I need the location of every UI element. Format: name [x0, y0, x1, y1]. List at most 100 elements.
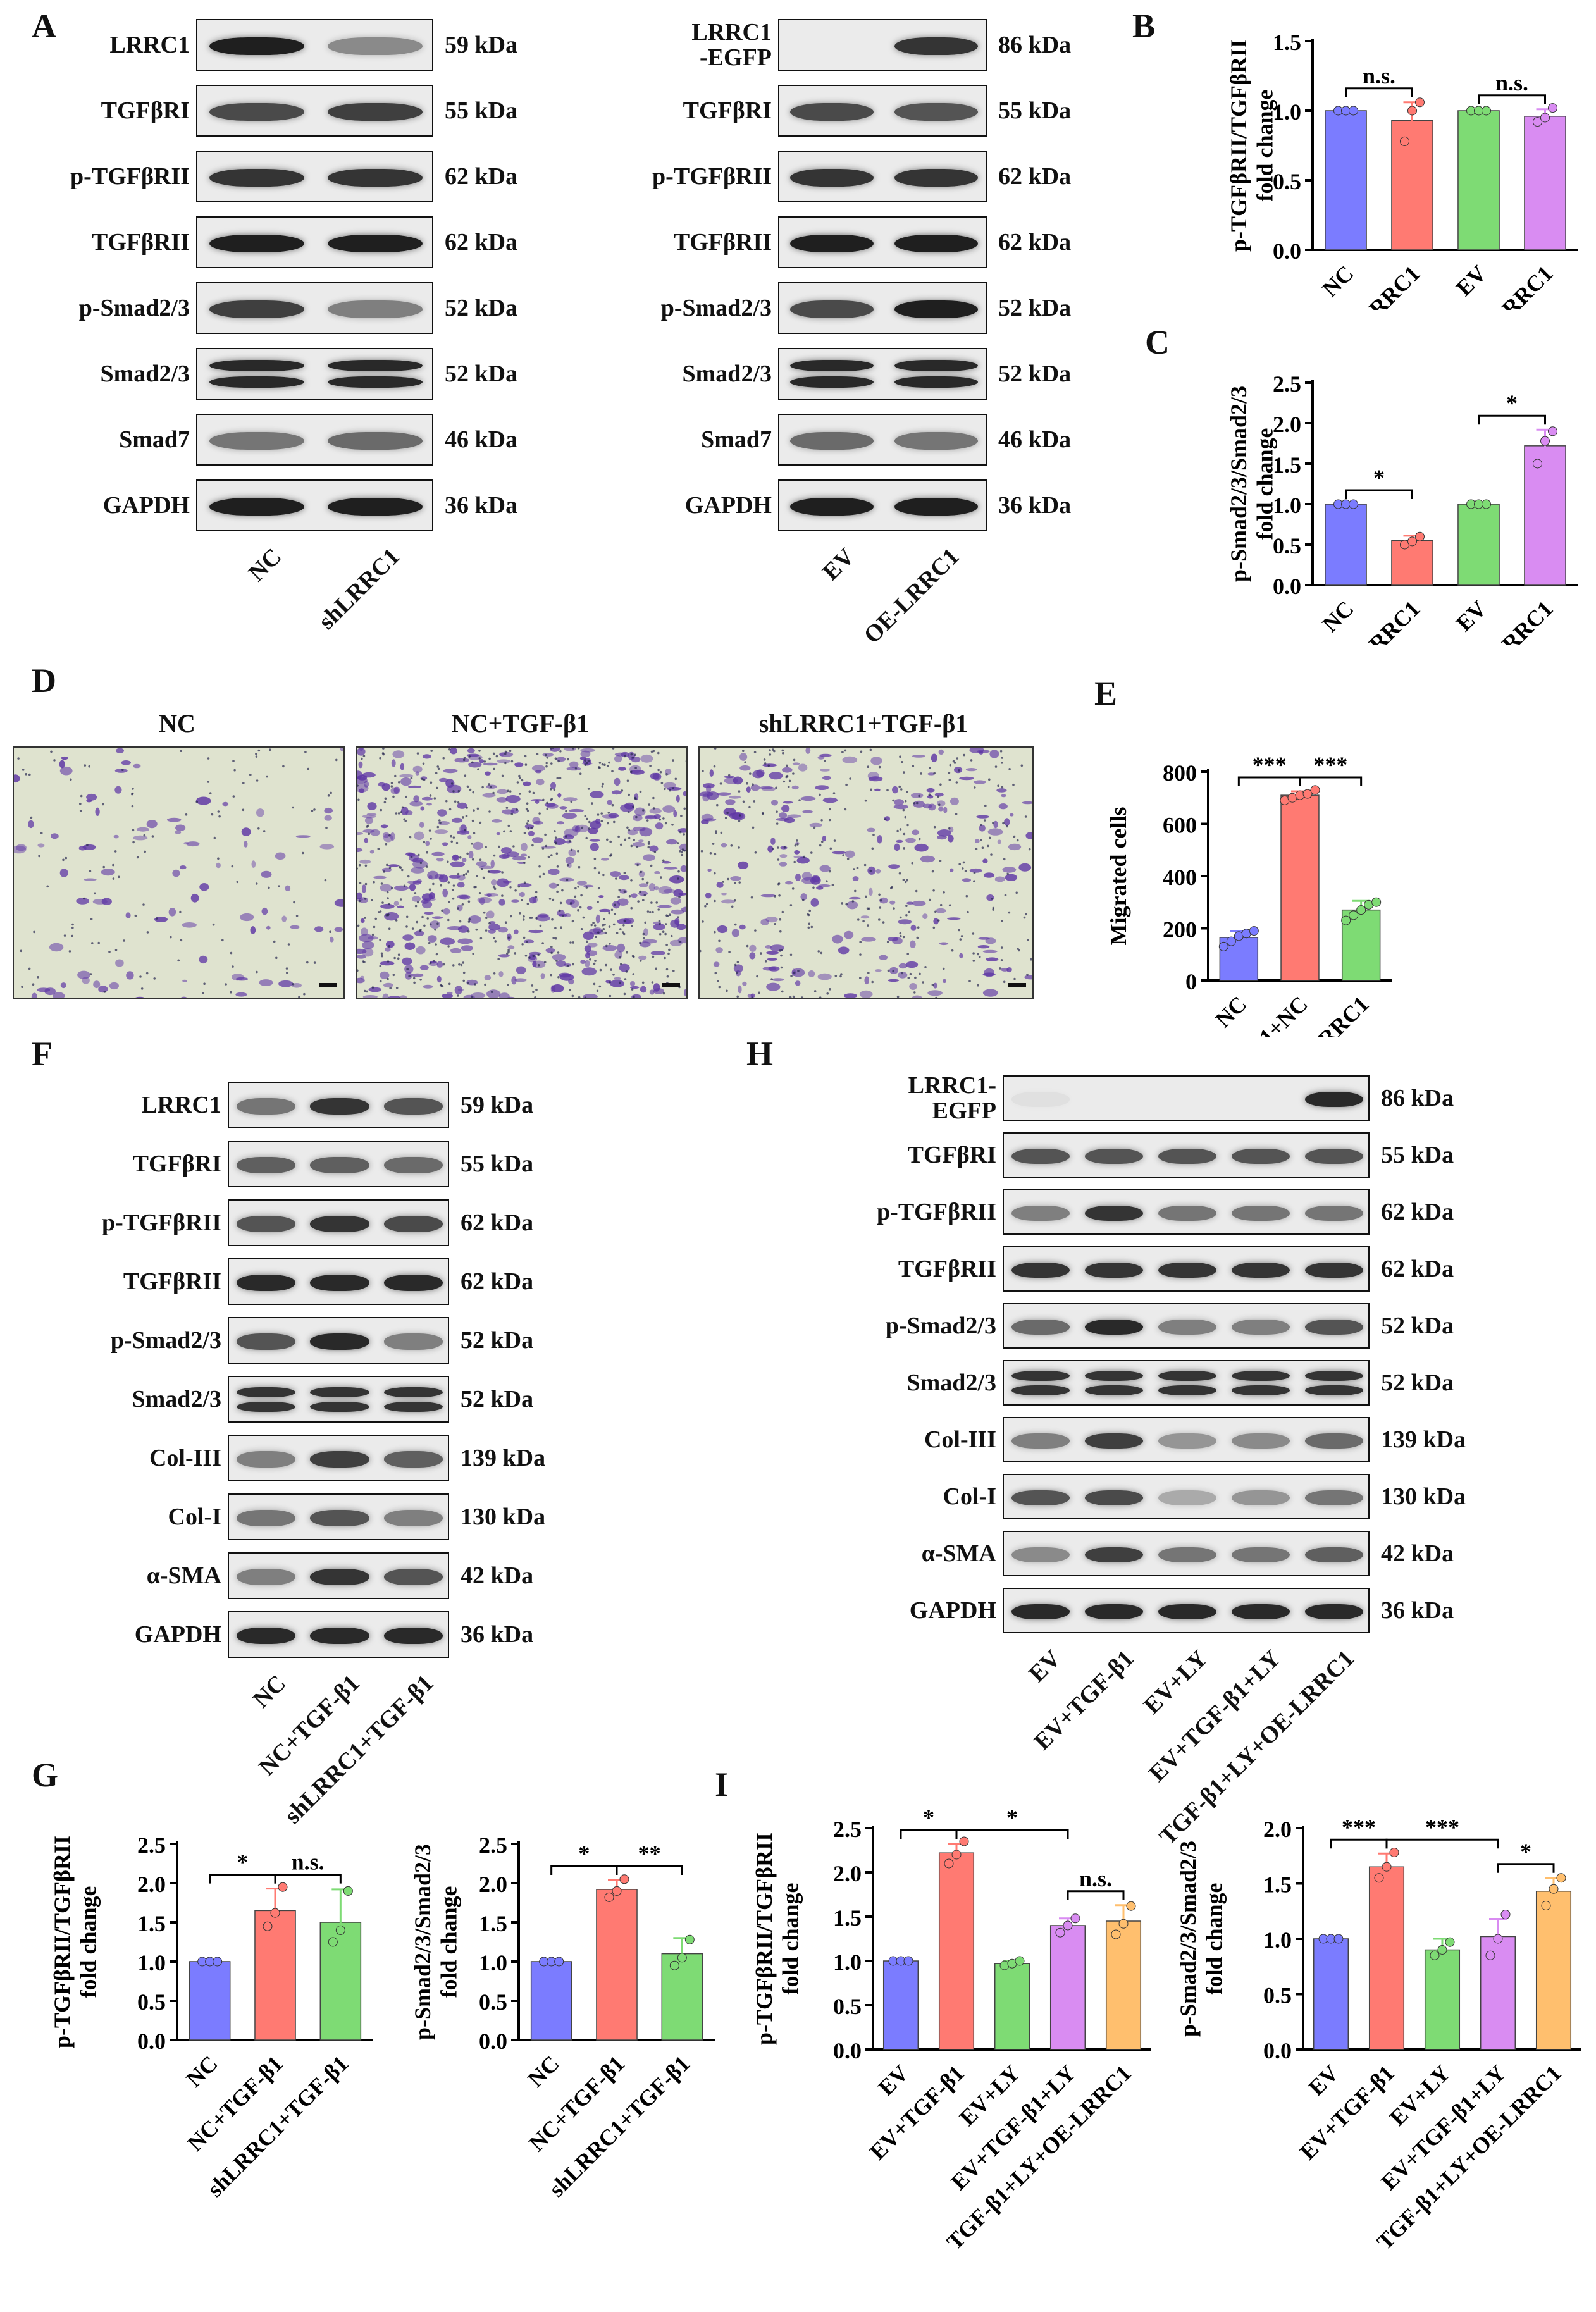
blot-band [384, 1275, 443, 1291]
migrated-cell [567, 863, 572, 868]
migrated-cell [385, 941, 395, 948]
membrane-pore [532, 955, 535, 958]
significance-bracket [1067, 1890, 1125, 1900]
blot-kda-label: 62 kDa [1381, 1199, 1454, 1225]
data-point [669, 1960, 679, 1970]
migrated-cell [1025, 832, 1032, 839]
membrane-pore [509, 886, 512, 889]
migrated-cell [566, 767, 581, 771]
migrated-cell [599, 908, 611, 913]
migrated-cell [898, 919, 912, 925]
membrane-pore [554, 937, 557, 940]
blot-kda-label: 52 kDa [461, 1386, 534, 1413]
membrane-pore [523, 936, 526, 939]
membrane-pore [619, 956, 621, 959]
data-point [1382, 1862, 1392, 1872]
migrated-cell [671, 909, 684, 915]
membrane-pore [1013, 977, 1016, 980]
membrane-pore [546, 757, 549, 759]
membrane-pore [672, 787, 674, 789]
membrane-pore [590, 924, 593, 927]
migrated-cell [705, 892, 712, 899]
membrane-pore [483, 911, 486, 914]
migrated-cell [462, 858, 467, 862]
membrane-pore [796, 839, 798, 842]
membrane-pore [749, 772, 752, 775]
membrane-pore [550, 748, 553, 750]
migrated-cell [802, 810, 813, 813]
migrated-cell [422, 796, 433, 801]
membrane-pore [462, 758, 466, 762]
membrane-pore [557, 760, 560, 763]
membrane-pore [937, 919, 940, 922]
membrane-pore [907, 977, 910, 979]
membrane-pore [528, 790, 531, 793]
y-axis-label: fold change [1201, 1882, 1227, 1994]
migrated-cell [498, 971, 504, 977]
membrane-pore [555, 960, 558, 962]
migrated-cell [817, 973, 832, 980]
migrated-cell [648, 883, 656, 891]
membrane-pore [570, 800, 573, 803]
membrane-pore [585, 886, 588, 889]
membrane-pore [123, 939, 125, 942]
migrated-cell [739, 924, 746, 930]
migrated-cell [766, 982, 781, 991]
membrane-pore [528, 956, 531, 959]
membrane-pore [632, 973, 635, 975]
membrane-pore [633, 955, 635, 958]
membrane-pore [904, 881, 907, 884]
migrated-cell [540, 846, 556, 849]
blot-band [1011, 1262, 1070, 1278]
migrated-cell [414, 930, 424, 936]
x-tick-label: EV [873, 2060, 913, 2101]
migrated-cell [669, 875, 684, 884]
blot-strip [778, 414, 987, 466]
membrane-pore [789, 953, 793, 956]
migrated-cell [502, 880, 512, 884]
y-tick-label: 1.0 [479, 1950, 507, 1975]
membrane-pore [644, 921, 646, 924]
significance-bracket [1345, 489, 1413, 499]
membrane-pore [972, 932, 975, 935]
membrane-pore [972, 960, 975, 962]
membrane-pore [761, 812, 764, 815]
membrane-pore [212, 923, 215, 926]
membrane-pore [715, 830, 717, 832]
panel-label-i: I [715, 1765, 729, 1803]
data-point [1063, 1920, 1073, 1931]
blot-band [1084, 1433, 1144, 1449]
migrated-cell [874, 788, 881, 791]
migrated-cell [251, 860, 256, 868]
migrated-cell [180, 996, 188, 998]
membrane-pore [949, 763, 952, 767]
bar [1457, 110, 1500, 250]
membrane-pore [896, 995, 900, 998]
significance-bracket [274, 1874, 342, 1884]
migrated-cell [875, 869, 881, 874]
membrane-pore [79, 810, 82, 812]
membrane-pore [588, 820, 591, 824]
membrane-pore [746, 944, 749, 948]
migrated-cell [982, 989, 998, 997]
membrane-pore [257, 827, 260, 830]
membrane-pore [459, 856, 462, 859]
membrane-pore [383, 801, 387, 804]
membrane-pore [530, 827, 533, 829]
membrane-pore [371, 899, 373, 901]
membrane-pore [738, 846, 740, 849]
migrated-cell [366, 813, 377, 816]
migrated-cell [412, 765, 423, 773]
membrane-pore [364, 917, 366, 919]
membrane-pore [781, 949, 783, 951]
blot-strip [228, 1199, 449, 1246]
blot-row-label-line: Smad2/3 [682, 361, 772, 387]
membrane-pore [724, 817, 727, 819]
membrane-pore [584, 815, 587, 817]
membrane-pore [539, 924, 542, 927]
migrated-cell [378, 782, 386, 787]
membrane-pore [607, 812, 610, 814]
y-axis-label: p-TGFβRII/TGFβRII [49, 1836, 75, 2048]
bar-chart-c: 0.00.51.01.52.02.5p-Smad2/3/Smad2/3 fold … [1226, 371, 1578, 645]
membrane-pore [588, 827, 591, 830]
